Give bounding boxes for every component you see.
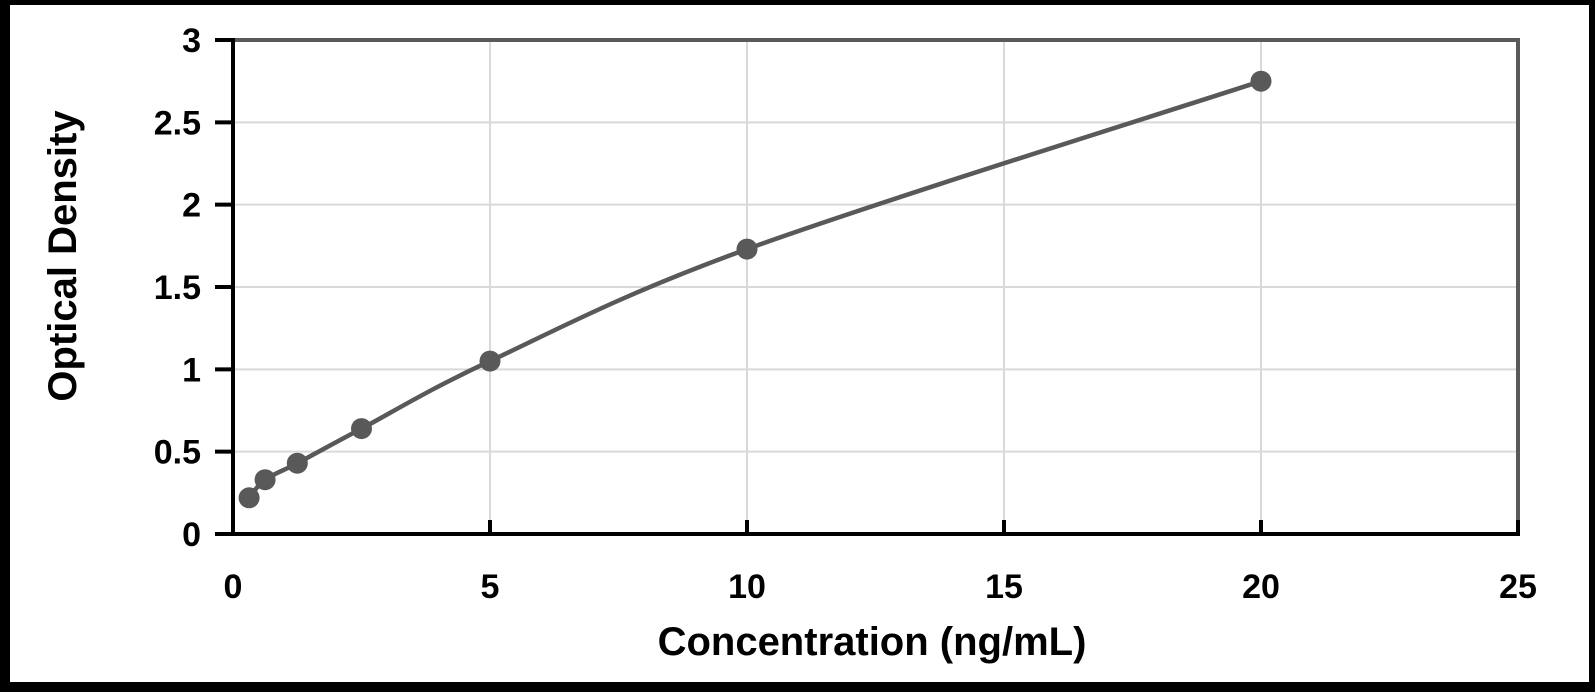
data-point-marker	[286, 452, 308, 474]
x-tick-label: 15	[985, 568, 1023, 606]
data-point-marker	[351, 418, 372, 440]
x-tick-label: 0	[224, 568, 243, 606]
frame-left	[0, 0, 10, 692]
data-point-markers	[238, 70, 1272, 509]
x-tick-label: 5	[481, 568, 500, 606]
y-tick-label: 1	[182, 351, 201, 389]
x-axis-title: Concentration (ng/mL)	[658, 620, 1087, 664]
x-tick-label: 10	[728, 568, 766, 606]
tick-labels: 0 0.5 1 1.5 2 2.5 3 0 5 10 15 20 25	[154, 22, 1537, 606]
data-point-marker	[254, 469, 276, 491]
data-point-marker	[736, 238, 758, 260]
y-axis-title: Optical Density	[41, 110, 85, 402]
frame-bottom	[0, 682, 1595, 692]
data-point-marker	[1250, 70, 1272, 92]
data-point-marker	[479, 350, 501, 372]
y-tick-label: 2	[182, 187, 201, 225]
x-tick-label: 20	[1242, 568, 1280, 606]
y-tick-label: 1.5	[154, 269, 201, 307]
x-tick-label: 25	[1499, 568, 1537, 606]
frame-top	[0, 0, 1595, 5]
gridlines	[233, 40, 1518, 534]
frame-right	[1589, 0, 1595, 692]
y-tick-label: 0	[182, 516, 201, 554]
y-tick-label: 2.5	[154, 104, 201, 142]
plot-border	[233, 38, 1520, 534]
y-tick-label: 3	[182, 22, 201, 60]
data-point-marker	[238, 487, 260, 509]
axes	[215, 38, 1520, 536]
y-tick-label: 0.5	[154, 434, 201, 472]
